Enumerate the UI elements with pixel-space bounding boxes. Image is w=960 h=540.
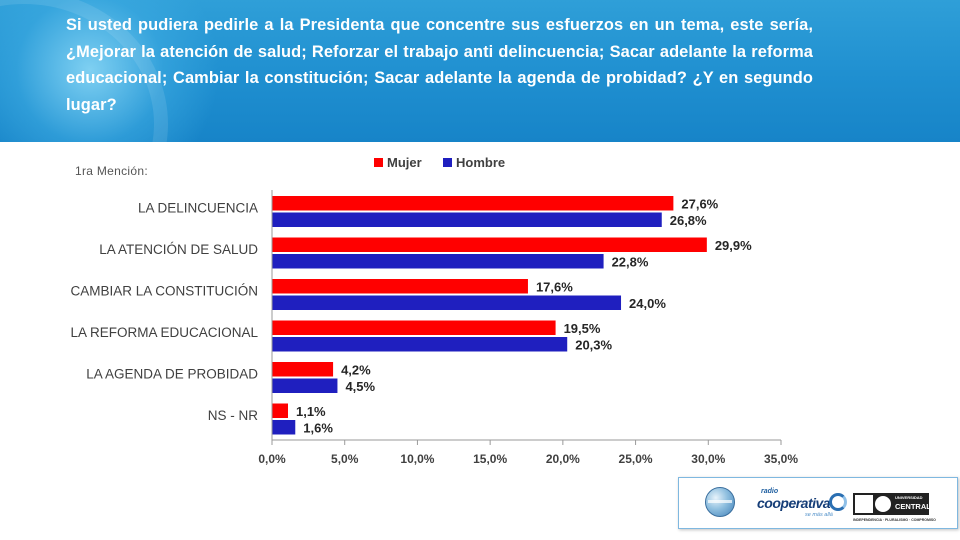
- bar-mujer: [272, 362, 334, 377]
- bar-hombre: [272, 212, 662, 227]
- bar-mujer: [272, 320, 556, 335]
- data-label-mujer: 29,9%: [715, 238, 752, 253]
- cooperativa-tagline: se más allá: [805, 512, 833, 518]
- legend-swatch-mujer: [374, 158, 383, 167]
- legend-label-hombre: Hombre: [456, 155, 505, 170]
- data-label-hombre: 26,8%: [670, 213, 707, 228]
- bar-hombre: [272, 420, 296, 435]
- x-tick-label: 15,0%: [473, 452, 507, 466]
- bar-mujer: [272, 237, 707, 252]
- bar-hombre: [272, 378, 338, 393]
- x-tick-label: 10,0%: [400, 452, 434, 466]
- data-label-mujer: 27,6%: [681, 197, 718, 212]
- x-tick-label: 30,0%: [691, 452, 725, 466]
- ucentral-circle-icon: [875, 496, 891, 512]
- universidad-central-logo: UNIVERSIDAD CENTRAL INDEPENDENCIA · PLUR…: [853, 493, 936, 522]
- x-tick-label: 25,0%: [619, 452, 653, 466]
- mention-label: 1ra Mención:: [75, 164, 148, 178]
- bar-hombre: [272, 254, 604, 269]
- header-banner: Si usted pudiera pedirle a la Presidenta…: [0, 0, 960, 142]
- legend-swatch-hombre: [443, 158, 452, 167]
- globe-logo-icon: [705, 487, 735, 517]
- bar-mujer: [272, 403, 288, 418]
- data-label-mujer: 4,2%: [341, 363, 371, 378]
- bar-mujer: [272, 196, 674, 211]
- x-tick-label: 5,0%: [331, 452, 359, 466]
- data-label-hombre: 4,5%: [345, 379, 375, 394]
- category-label: CAMBIAR LA CONSTITUCIÓN: [70, 284, 258, 299]
- category-label: NS - NR: [208, 408, 259, 423]
- ucentral-main-text: CENTRAL: [895, 502, 931, 511]
- cooperativa-radio-text: radio: [761, 488, 779, 495]
- category-label: LA REFORMA EDUCACIONAL: [70, 325, 258, 340]
- cooperativa-logo: radio cooperativa se más allá: [757, 488, 847, 518]
- category-label: LA ATENCIÓN DE SALUD: [99, 242, 258, 257]
- x-tick-label: 20,0%: [546, 452, 580, 466]
- bar-hombre: [272, 337, 568, 352]
- ucentral-square-icon: [855, 495, 873, 513]
- sponsor-logos: radio cooperativa se más allá UNIVERSIDA…: [678, 477, 958, 529]
- data-label-mujer: 17,6%: [536, 280, 573, 295]
- data-label-hombre: 22,8%: [612, 255, 649, 270]
- cooperativa-main-text: cooperativa: [757, 495, 831, 511]
- x-tick-label: 35,0%: [764, 452, 798, 466]
- bar-hombre: [272, 295, 622, 310]
- data-label-hombre: 1,6%: [303, 421, 333, 436]
- bar-mujer: [272, 279, 528, 294]
- data-label-mujer: 19,5%: [564, 321, 601, 336]
- survey-question: Si usted pudiera pedirle a la Presidenta…: [66, 16, 813, 114]
- x-tick-label: 0,0%: [258, 452, 286, 466]
- category-label: LA AGENDA DE PROBIDAD: [86, 367, 258, 382]
- ucentral-motto: INDEPENDENCIA · PLURALISMO · COMPROMISO: [853, 518, 936, 522]
- category-label: LA DELINCUENCIA: [138, 201, 258, 216]
- legend-label-mujer: Mujer: [387, 155, 422, 170]
- data-label-hombre: 20,3%: [575, 338, 612, 353]
- bar-chart: Mujer Hombre LA DELINCUENCIA 27,6%26,8% LA A…: [70, 155, 798, 466]
- data-label-hombre: 24,0%: [629, 296, 666, 311]
- ucentral-top-text: UNIVERSIDAD: [895, 495, 923, 500]
- cooperativa-swirl-icon: [829, 493, 847, 511]
- data-label-mujer: 1,1%: [296, 404, 326, 419]
